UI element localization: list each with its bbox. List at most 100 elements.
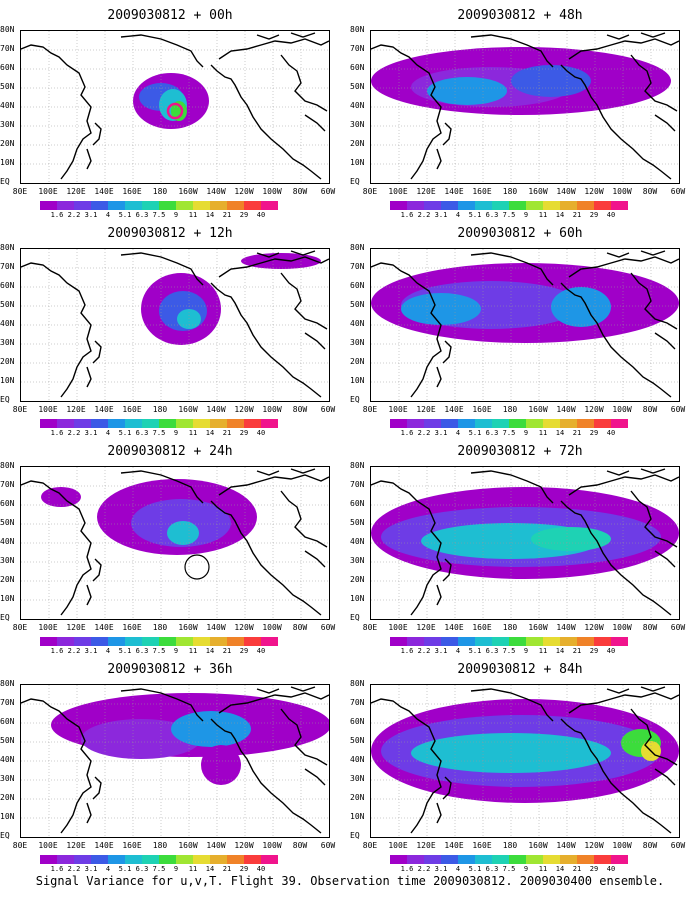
- longitude-label: 80W: [292, 187, 308, 196]
- coastline: [470, 470, 554, 504]
- colorbar-label: 40: [606, 865, 616, 873]
- coastline: [470, 252, 554, 286]
- colorbar-label: 14: [555, 211, 565, 219]
- colorbar-label: 1.6: [50, 865, 64, 873]
- colorbar-label: 4: [455, 865, 461, 873]
- colorbar-label: 29: [239, 429, 249, 437]
- colorbar-swatch: [210, 419, 227, 428]
- colorbar: [390, 201, 628, 210]
- colorbar-swatch: [108, 201, 125, 210]
- observation-marker: [184, 554, 210, 580]
- colorbar-swatch: [227, 855, 244, 864]
- map-svg: [21, 249, 329, 401]
- colorbar-label: 7.5: [502, 865, 516, 873]
- longitude-label: 100W: [262, 405, 282, 414]
- map-panel: 2009030812 + 84h 80N 70N 60N 50N 40N 30N 20N 10N…: [350, 662, 690, 877]
- longitude-label: 100E: [38, 405, 58, 414]
- longitude-label: 160W: [178, 841, 198, 850]
- longitude-label: 160E: [472, 405, 492, 414]
- longitude-label: 160W: [178, 187, 198, 196]
- latitude-label: 50N: [0, 736, 15, 745]
- colorbar: [390, 419, 628, 428]
- colorbar-swatch: [193, 855, 210, 864]
- signal-contour: [551, 287, 611, 327]
- longitude-label: 100W: [262, 187, 282, 196]
- colorbar-swatch: [125, 419, 142, 428]
- colorbar-swatch: [441, 419, 458, 428]
- latitude-label: 50N: [350, 82, 365, 91]
- longitude-label: 140E: [444, 187, 464, 196]
- longitude-label: 60W: [320, 841, 336, 850]
- colorbar: [40, 201, 278, 210]
- longitude-label: 160E: [122, 623, 142, 632]
- colorbar-swatch: [159, 855, 176, 864]
- longitude-label: 100E: [388, 405, 408, 414]
- colorbar-label: 5.1: [468, 211, 482, 219]
- colorbar-swatch: [424, 419, 441, 428]
- longitude-label: 80E: [12, 841, 28, 850]
- coastline: [210, 282, 322, 398]
- longitude-label: 160E: [122, 405, 142, 414]
- longitude-label: 120E: [416, 187, 436, 196]
- longitude-label: 120E: [66, 187, 86, 196]
- longitude-label: 120W: [234, 187, 254, 196]
- colorbar-swatch: [40, 637, 57, 646]
- coastline: [21, 480, 92, 616]
- latitude-label: EQ: [0, 395, 10, 404]
- colorbar-label: 6.3: [135, 865, 149, 873]
- coastline: [560, 500, 672, 616]
- colorbar-label: 40: [256, 865, 266, 873]
- colorbar-label: 2.2: [67, 647, 81, 655]
- colorbar-swatch: [40, 419, 57, 428]
- colorbar-swatch: [261, 855, 278, 864]
- coastline: [606, 686, 666, 694]
- map-panel: 2009030812 + 12h 80N 70N 60N 50N 40N 30N 20N 10N…: [0, 226, 340, 441]
- latitude-label: 50N: [0, 300, 15, 309]
- latitude-label: 70N: [350, 262, 365, 271]
- colorbar-swatch: [142, 637, 159, 646]
- longitude-label: 140W: [556, 187, 576, 196]
- longitude-label: 80E: [12, 187, 28, 196]
- coastline: [654, 550, 676, 568]
- coastline: [210, 500, 322, 616]
- colorbar-label: 6.3: [135, 211, 149, 219]
- longitude-label: 120W: [584, 187, 604, 196]
- coastline: [560, 718, 672, 834]
- coastline: [256, 250, 316, 258]
- longitude-label: 80E: [362, 841, 378, 850]
- colorbar-label: 6.3: [485, 211, 499, 219]
- colorbar-label: 3.1: [434, 211, 448, 219]
- coastline: [436, 802, 442, 824]
- coastline: [218, 692, 329, 714]
- colorbar-label: 40: [256, 211, 266, 219]
- colorbar-label: 4: [105, 865, 111, 873]
- coastline: [120, 688, 204, 722]
- longitude-label: 100W: [612, 405, 632, 414]
- longitude-label: 160W: [528, 187, 548, 196]
- longitude-label: 160E: [122, 187, 142, 196]
- colorbar-swatch: [176, 201, 193, 210]
- longitude-label: 60W: [670, 841, 686, 850]
- latitude-label: 70N: [350, 44, 365, 53]
- latitude-label: 80N: [0, 25, 15, 34]
- colorbar-swatch: [57, 201, 74, 210]
- colorbar-swatch: [594, 637, 611, 646]
- coastline: [92, 122, 102, 146]
- colorbar-swatch: [142, 855, 159, 864]
- latitude-label: 20N: [0, 575, 15, 584]
- colorbar-label: 7.5: [152, 211, 166, 219]
- colorbar-swatch: [424, 201, 441, 210]
- longitude-label: 100W: [612, 187, 632, 196]
- colorbar-swatch: [74, 201, 91, 210]
- colorbar-swatch: [91, 201, 108, 210]
- colorbar-swatch: [424, 855, 441, 864]
- longitude-label: 120E: [416, 841, 436, 850]
- colorbar-label: 21: [222, 865, 232, 873]
- latitude-label: 40N: [0, 755, 15, 764]
- coastline: [304, 114, 326, 132]
- latitude-label: 30N: [0, 774, 15, 783]
- latitude-label: 40N: [350, 319, 365, 328]
- colorbar-swatch: [142, 201, 159, 210]
- colorbar-label: 4: [455, 429, 461, 437]
- signal-contour: [531, 527, 611, 551]
